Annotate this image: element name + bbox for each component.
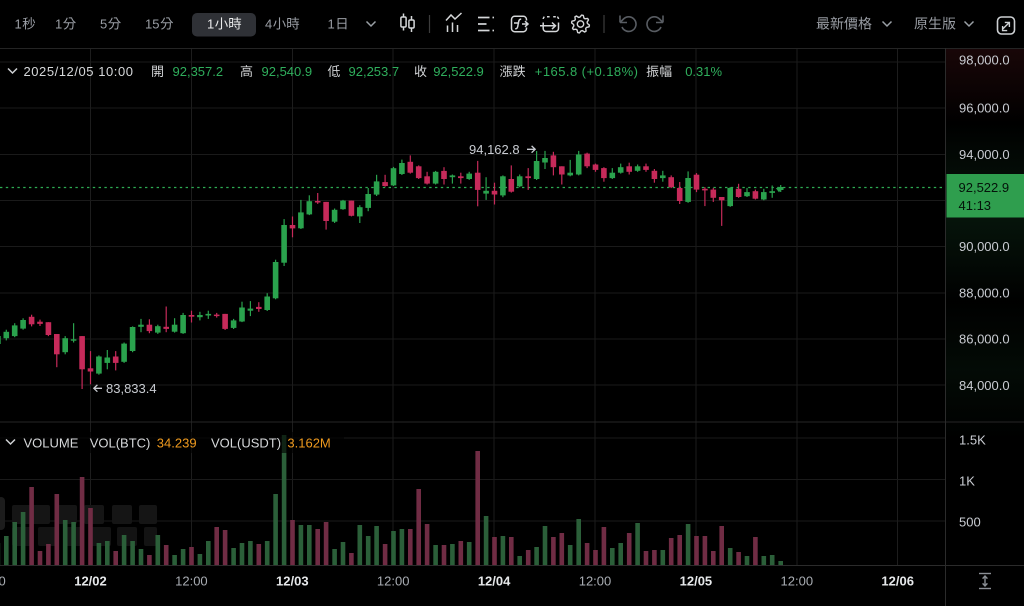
svg-text:VOL(BTC): VOL(BTC) xyxy=(90,436,151,451)
svg-text:12:00: 12:00 xyxy=(377,574,410,589)
svg-text:12:00: 12:00 xyxy=(0,574,6,589)
svg-text:1: 1 xyxy=(55,17,62,32)
svg-text:12/02: 12/02 xyxy=(74,574,107,589)
svg-text:90,000.0: 90,000.0 xyxy=(959,239,1010,254)
svg-text:86,000.0: 86,000.0 xyxy=(959,332,1010,347)
svg-text:12:00: 12:00 xyxy=(781,574,814,589)
svg-text:12/05: 12/05 xyxy=(680,574,713,589)
svg-text:+165.8 (+0.18%): +165.8 (+0.18%) xyxy=(535,64,639,79)
svg-text:92,357.2: 92,357.2 xyxy=(173,64,224,79)
svg-text:1: 1 xyxy=(15,17,22,32)
svg-text:12:00: 12:00 xyxy=(175,574,208,589)
svg-text:5: 5 xyxy=(100,17,107,32)
svg-text:3.162M: 3.162M xyxy=(287,436,330,451)
svg-text:94,000.0: 94,000.0 xyxy=(959,147,1010,162)
svg-text:0.31%: 0.31% xyxy=(685,64,722,79)
svg-text:15: 15 xyxy=(145,17,159,32)
svg-text:1.5K: 1.5K xyxy=(959,433,986,448)
svg-text:500: 500 xyxy=(959,515,981,530)
svg-text:92,540.9: 92,540.9 xyxy=(262,64,313,79)
svg-text:1K: 1K xyxy=(959,474,975,489)
svg-text:1: 1 xyxy=(328,17,335,32)
svg-text:12:00: 12:00 xyxy=(579,574,612,589)
svg-text:VOLUME: VOLUME xyxy=(24,436,79,451)
svg-text:12/03: 12/03 xyxy=(276,574,309,589)
svg-text:98,000.0: 98,000.0 xyxy=(959,53,1010,68)
svg-text:94,162.8: 94,162.8 xyxy=(469,142,520,157)
svg-text:92,522.9: 92,522.9 xyxy=(959,180,1010,195)
svg-text:12/04: 12/04 xyxy=(478,574,511,589)
svg-text:84,000.0: 84,000.0 xyxy=(959,378,1010,393)
svg-text:4: 4 xyxy=(265,17,272,32)
svg-text:34.239: 34.239 xyxy=(157,436,197,451)
svg-text:92,522.9: 92,522.9 xyxy=(433,64,484,79)
svg-text:12/06: 12/06 xyxy=(881,574,914,589)
svg-text:92,253.7: 92,253.7 xyxy=(349,64,400,79)
svg-text:41:13: 41:13 xyxy=(959,198,992,213)
svg-text:1: 1 xyxy=(207,17,214,32)
svg-text:2025/12/05 10:00: 2025/12/05 10:00 xyxy=(24,64,134,79)
svg-text:96,000.0: 96,000.0 xyxy=(959,101,1010,116)
svg-text:VOL(USDT): VOL(USDT) xyxy=(211,436,281,451)
svg-text:88,000.0: 88,000.0 xyxy=(959,285,1010,300)
svg-text:83,833.4: 83,833.4 xyxy=(106,381,157,396)
